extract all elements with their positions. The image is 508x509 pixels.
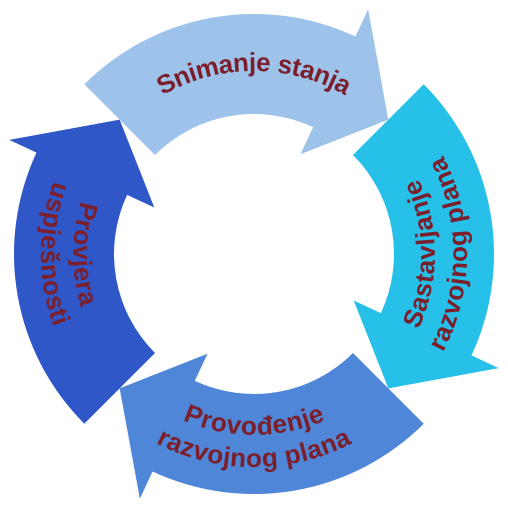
cycle-diagram: Snimanje stanjaSastavljanjerazvojnog pla… [0,0,508,509]
